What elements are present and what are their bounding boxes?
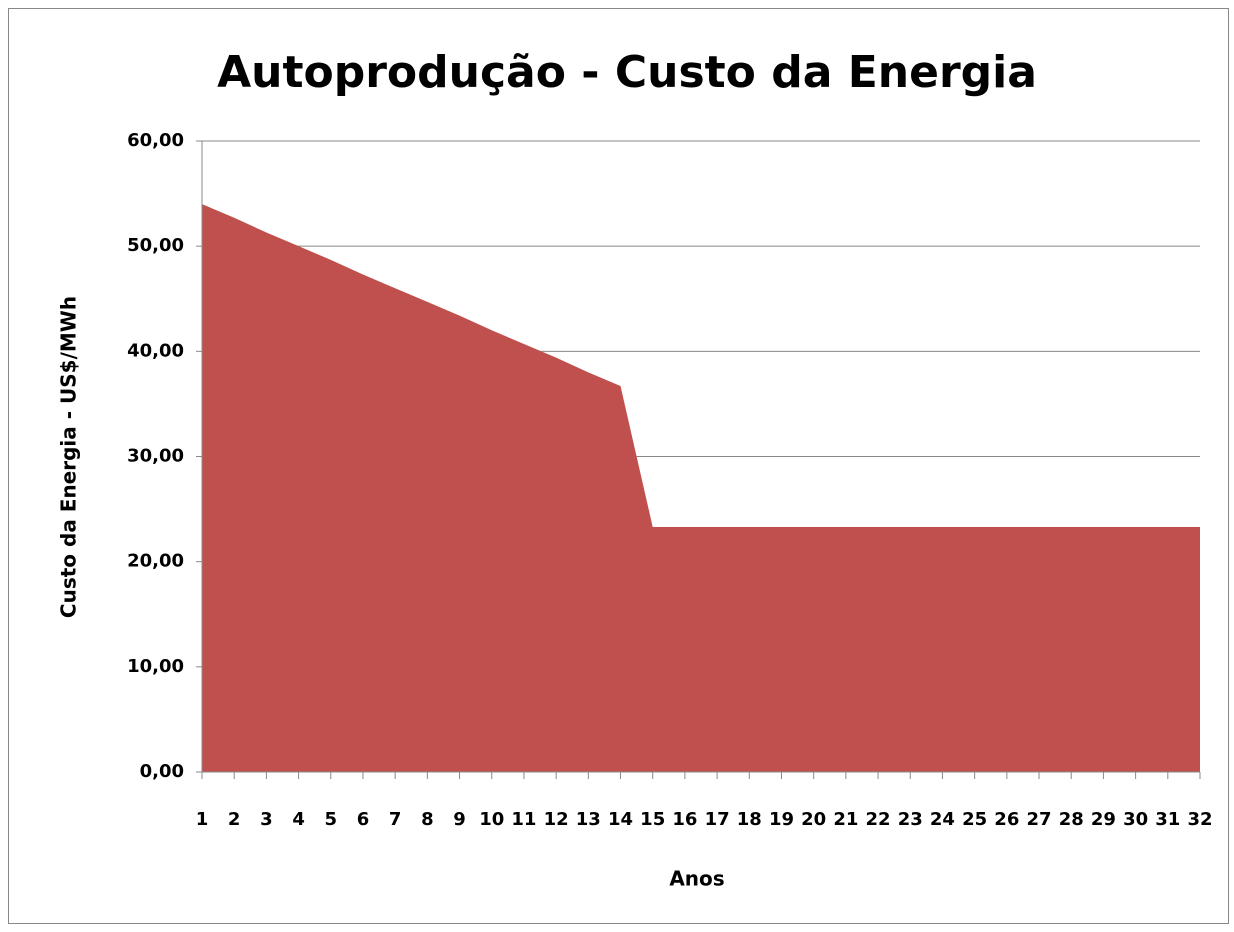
x-tick-label: 25	[962, 809, 987, 830]
x-tick-label: 20	[801, 809, 826, 830]
x-tick-label: 18	[737, 809, 762, 830]
x-tick-label: 23	[898, 809, 923, 830]
x-tick-label: 7	[389, 809, 402, 830]
x-tick-label: 21	[833, 809, 858, 830]
x-tick-label: 15	[640, 809, 665, 830]
x-tick-label: 17	[705, 809, 730, 830]
y-tick-label: 50,00	[127, 235, 184, 256]
y-tick-label: 10,00	[127, 656, 184, 677]
x-tick-label: 13	[576, 809, 601, 830]
y-tick-label: 30,00	[127, 446, 184, 467]
x-tick-label: 27	[1027, 809, 1052, 830]
x-tick-label: 28	[1059, 809, 1084, 830]
x-tick-label: 31	[1155, 809, 1180, 830]
y-tick-label: 20,00	[127, 551, 184, 572]
x-tick-label: 14	[608, 809, 633, 830]
x-tick-label: 6	[357, 809, 370, 830]
x-tick-label: 5	[325, 809, 338, 830]
x-tick-label: 32	[1187, 809, 1212, 830]
x-tick-label: 11	[511, 809, 536, 830]
x-tick-label: 29	[1091, 809, 1116, 830]
x-tick-label: 1	[196, 809, 209, 830]
x-tick-label: 8	[421, 809, 434, 830]
area	[202, 204, 1200, 773]
y-axis-title: Custo da Energia - US$/MWh	[57, 296, 81, 618]
x-tick-label: 12	[544, 809, 569, 830]
x-tick-label: 16	[672, 809, 697, 830]
y-tick-label: 40,00	[127, 340, 184, 361]
x-tick-label: 24	[930, 809, 955, 830]
x-tick-label: 22	[866, 809, 891, 830]
x-axis-title: Anos	[669, 867, 724, 891]
x-tick-label: 10	[479, 809, 504, 830]
x-tick-label: 30	[1123, 809, 1148, 830]
x-tick-label: 9	[453, 809, 466, 830]
x-tick-label: 19	[769, 809, 794, 830]
x-tick-label: 2	[228, 809, 241, 830]
x-tick-label: 4	[292, 809, 305, 830]
y-tick-label: 0,00	[140, 761, 184, 782]
chart-title: Autoprodução - Custo da Energia	[217, 47, 1037, 98]
y-tick-label: 60,00	[127, 130, 184, 151]
x-tick-label: 26	[994, 809, 1019, 830]
x-tick-label: 3	[260, 809, 273, 830]
